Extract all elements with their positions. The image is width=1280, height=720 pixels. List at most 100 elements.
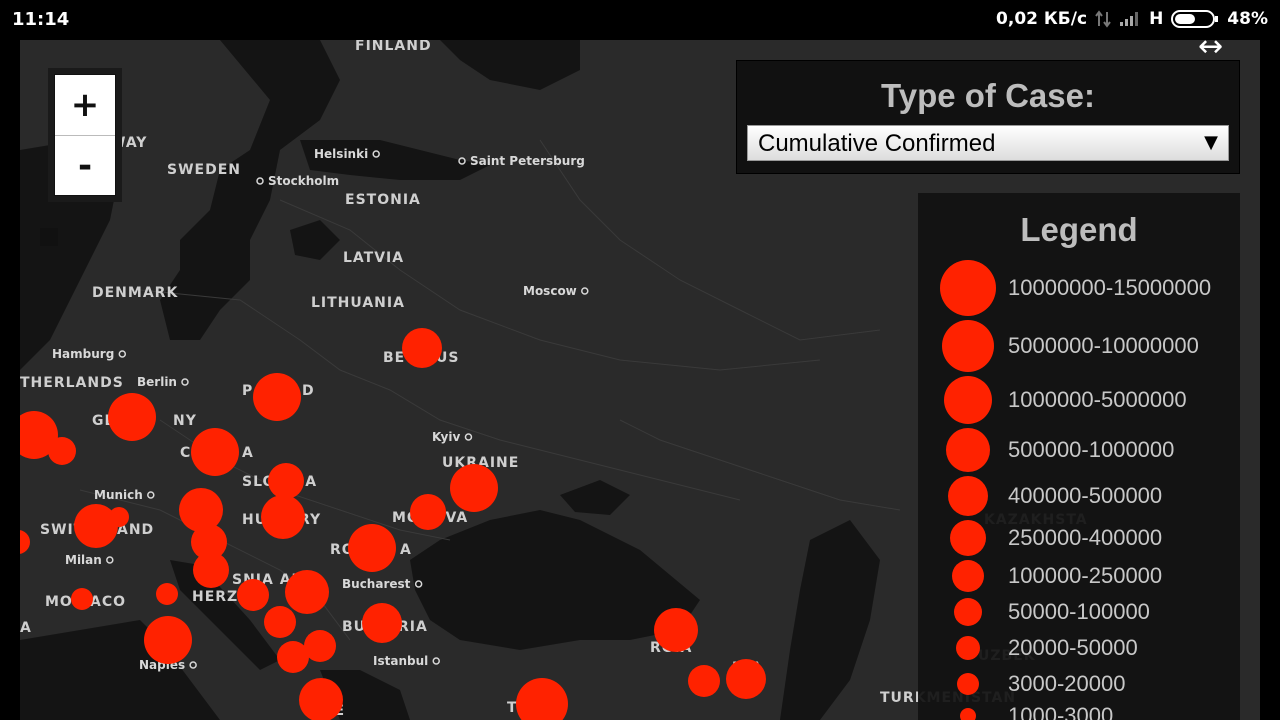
case-bubble-marker[interactable] <box>20 530 30 554</box>
city-label: Munich <box>94 488 143 502</box>
case-bubble-marker[interactable] <box>108 393 156 441</box>
legend-item: 100000-250000 <box>918 560 1240 592</box>
map-small-square <box>40 228 58 246</box>
aegean-sea <box>320 670 410 720</box>
baltic-sea <box>160 40 340 340</box>
case-bubble-marker[interactable] <box>74 504 118 548</box>
country-label: AND <box>117 522 154 538</box>
expand-icon[interactable]: ↔ <box>1198 40 1224 64</box>
legend-label: 20000-50000 <box>1008 635 1138 660</box>
data-transfer-icon <box>1095 10 1111 28</box>
country-label: D <box>302 383 315 399</box>
type-of-case-panel: Type of Case: Cumulative Confirmed ▼ <box>736 60 1240 174</box>
country-label: HERZ <box>192 589 238 605</box>
case-bubble-marker[interactable] <box>688 665 720 697</box>
sea-of-azov <box>560 480 630 515</box>
case-bubble-marker[interactable] <box>348 524 396 572</box>
case-bubble-marker[interactable] <box>48 437 76 465</box>
case-bubble-marker[interactable] <box>362 603 402 643</box>
country-label: FINLAND <box>355 40 432 54</box>
network-speed: 0,02 КБ/с <box>996 9 1088 29</box>
type-of-case-select[interactable]: Cumulative Confirmed ▼ <box>747 125 1229 161</box>
case-bubble-marker[interactable] <box>285 570 329 614</box>
zoom-out-button[interactable]: - <box>55 135 115 196</box>
city-marker-icon <box>256 177 264 185</box>
legend-circle <box>942 320 994 372</box>
case-bubble-marker[interactable] <box>299 678 343 720</box>
city-marker-icon <box>432 657 440 665</box>
city-label: Milan <box>65 553 102 567</box>
country-label: MO <box>45 594 73 610</box>
city-label: Kyiv <box>432 430 460 444</box>
case-bubble-marker[interactable] <box>20 411 58 459</box>
map-view[interactable]: FINLAND WAY SWEDEN ESTONIA LATVIA DENMARK LITH… <box>20 40 1260 720</box>
city-marker-icon <box>181 378 189 386</box>
city-marker-icon <box>189 661 197 669</box>
type-of-case-title: Type of Case: <box>881 77 1095 114</box>
case-bubble-marker[interactable] <box>71 588 93 610</box>
legend-label: 1000000-5000000 <box>1008 387 1187 412</box>
legend-circle <box>957 673 979 695</box>
black-sea <box>410 510 700 650</box>
case-bubble-marker[interactable] <box>193 552 229 588</box>
city-label: Stockholm <box>268 174 339 188</box>
legend-item: 5000000-10000000 <box>918 320 1240 372</box>
country-label: T <box>507 700 518 716</box>
country-label: A <box>20 620 32 636</box>
case-bubble-marker[interactable] <box>726 659 766 699</box>
legend-circle <box>954 598 982 626</box>
case-bubble-marker[interactable] <box>268 463 304 499</box>
country-label: A <box>242 445 254 461</box>
status-bar: 11:14 0,02 КБ/с H 48% <box>0 0 1280 40</box>
caspian-sea <box>780 520 880 720</box>
case-bubble-marker[interactable] <box>109 507 129 527</box>
legend-item: 1000000-5000000 <box>918 376 1240 424</box>
case-bubble-marker[interactable] <box>179 488 223 532</box>
case-bubble-marker[interactable] <box>304 630 336 662</box>
country-label: BU <box>342 619 366 635</box>
case-bubble-marker[interactable] <box>144 616 192 664</box>
case-bubble-marker[interactable] <box>191 524 227 560</box>
city-label: Istanbul <box>373 654 428 668</box>
country-label: DENMARK <box>92 285 178 301</box>
case-bubble-marker[interactable] <box>237 579 269 611</box>
case-bubble-marker[interactable] <box>410 494 446 530</box>
case-bubble-marker[interactable] <box>156 583 178 605</box>
case-bubble-marker[interactable] <box>654 608 698 652</box>
city-marker-icon <box>106 556 114 564</box>
country-label: ESTONIA <box>345 192 421 208</box>
legend-label: 10000000-15000000 <box>1008 275 1212 300</box>
country-label: P <box>242 383 253 399</box>
zoom-control: + - <box>54 74 116 196</box>
adriatic-sea <box>170 560 280 670</box>
case-bubble-marker[interactable] <box>450 464 498 512</box>
case-bubble-marker[interactable] <box>277 641 309 673</box>
legend-label: 50000-100000 <box>1008 599 1150 624</box>
city-marker-icon <box>147 491 155 499</box>
country-label: WAY <box>110 135 147 151</box>
legend-title: Legend <box>1020 211 1138 248</box>
case-bubble-marker[interactable] <box>191 428 239 476</box>
case-bubble-marker[interactable] <box>516 678 568 720</box>
country-label: SWEDEN <box>167 162 241 178</box>
legend-label: 400000-500000 <box>1008 483 1163 508</box>
case-bubble-marker[interactable] <box>402 328 442 368</box>
legend-item: 1000-3000 <box>918 701 1240 720</box>
city-label: Hamburg <box>52 347 114 361</box>
legend-circle <box>950 520 986 556</box>
legend-item: 10000000-15000000 <box>918 260 1240 316</box>
country-label: HU <box>242 512 267 528</box>
status-right: 0,02 КБ/с H 48% <box>996 9 1268 29</box>
country-label: THERLANDS <box>20 375 124 391</box>
zoom-in-button[interactable]: + <box>70 85 100 125</box>
legend-item: 500000-1000000 <box>918 428 1240 472</box>
city-marker-icon <box>458 157 466 165</box>
country-label: NY <box>173 413 197 429</box>
case-bubble-marker[interactable] <box>253 373 301 421</box>
country-label: US <box>436 350 459 366</box>
case-bubble-marker[interactable] <box>261 495 305 539</box>
case-bubble-marker[interactable] <box>264 606 296 638</box>
city-label: Berlin <box>137 375 177 389</box>
country-label: A <box>400 542 412 558</box>
legend-label: 5000000-10000000 <box>1008 333 1199 358</box>
